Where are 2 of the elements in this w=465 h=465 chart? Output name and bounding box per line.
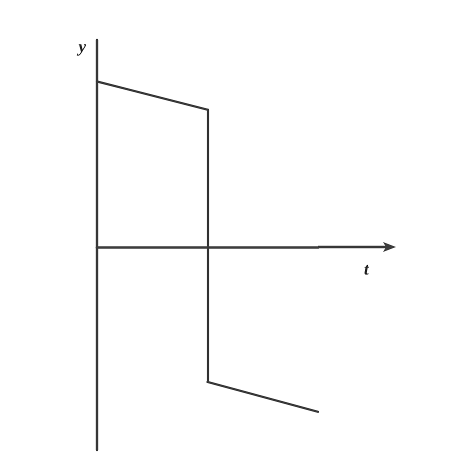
y-axis-title: y [76, 37, 86, 56]
x-axis-title: t [364, 259, 370, 278]
